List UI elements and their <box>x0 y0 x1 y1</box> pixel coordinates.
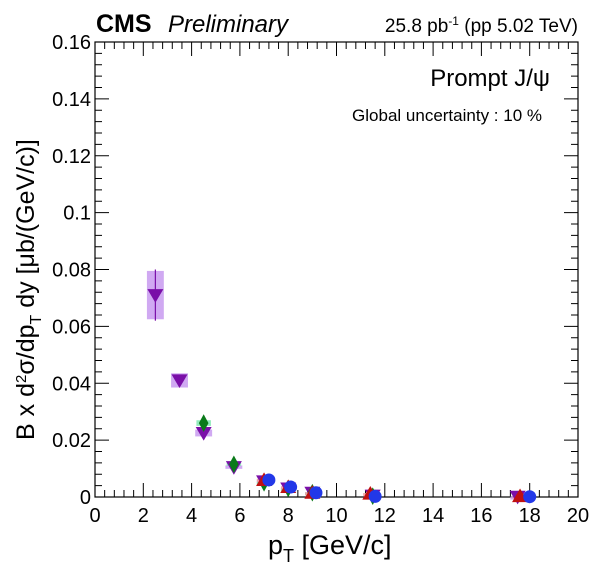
lumi-rest: (pp 5.02 TeV) <box>459 16 578 37</box>
y-tick-label: 0.06 <box>52 316 91 338</box>
lumi-exponent: -1 <box>448 14 459 28</box>
luminosity-label: 25.8 pb-1 (pp 5.02 TeV) <box>385 14 578 37</box>
status-label: Preliminary <box>168 11 290 38</box>
process-label: Prompt J/ψ <box>430 65 550 92</box>
data-point-triangle-down <box>147 289 164 303</box>
y-axis-title: B x d2σ/dpT dy [μb/(GeV/c)] <box>12 139 45 440</box>
data-point-triangle-down <box>171 374 188 389</box>
data-point-circle <box>262 473 276 487</box>
y-tick-label: 0.1 <box>63 203 91 225</box>
y-title-part: B x d <box>12 383 40 440</box>
data-point-circle <box>284 480 298 494</box>
x-tick-label: 16 <box>470 505 492 527</box>
data-point-diamond <box>229 455 239 474</box>
y-tick-label: 0.08 <box>52 260 91 282</box>
y-tick-label: 0.16 <box>52 32 91 54</box>
data-point-circle <box>523 490 537 504</box>
x-tick-label: 2 <box>138 505 149 527</box>
x-axis-title-main: p <box>268 530 283 560</box>
y-tick-label: 0.04 <box>52 373 91 395</box>
y-title-sub: T <box>28 314 45 324</box>
global-uncertainty-label: Global uncertainty : 10 % <box>352 106 542 125</box>
x-axis-title: pT [GeV/c] <box>268 530 392 566</box>
y-title-sup: 2 <box>13 375 30 383</box>
y-tick-label: 0.12 <box>52 146 91 168</box>
x-tick-label: 18 <box>519 505 541 527</box>
x-tick-label: 10 <box>325 505 347 527</box>
data-point-circle <box>309 486 323 500</box>
data-point-circle <box>368 489 382 503</box>
data-point-triangle-down <box>195 427 212 441</box>
x-axis-title-sub: T <box>283 546 294 566</box>
x-tick-label: 8 <box>283 505 294 527</box>
data-point-diamond <box>198 414 209 432</box>
x-tick-label: 20 <box>567 505 589 527</box>
x-tick-label: 14 <box>422 505 444 527</box>
y-tick-label: 0.14 <box>52 89 91 111</box>
experiment-label: CMS <box>96 10 152 38</box>
y-tick-label: 0 <box>80 487 91 509</box>
y-title-part: σ/dp <box>12 324 40 374</box>
x-tick-label: 12 <box>374 505 396 527</box>
lumi-value: 25.8 pb <box>385 16 448 37</box>
x-tick-label: 4 <box>186 505 197 527</box>
x-axis-title-rest: [GeV/c] <box>294 530 392 560</box>
y-title-part: dy [μb/(GeV/c)] <box>12 139 40 315</box>
x-tick-label: 6 <box>234 505 245 527</box>
x-tick-label: 0 <box>89 505 100 527</box>
y-tick-label: 0.02 <box>52 430 91 452</box>
